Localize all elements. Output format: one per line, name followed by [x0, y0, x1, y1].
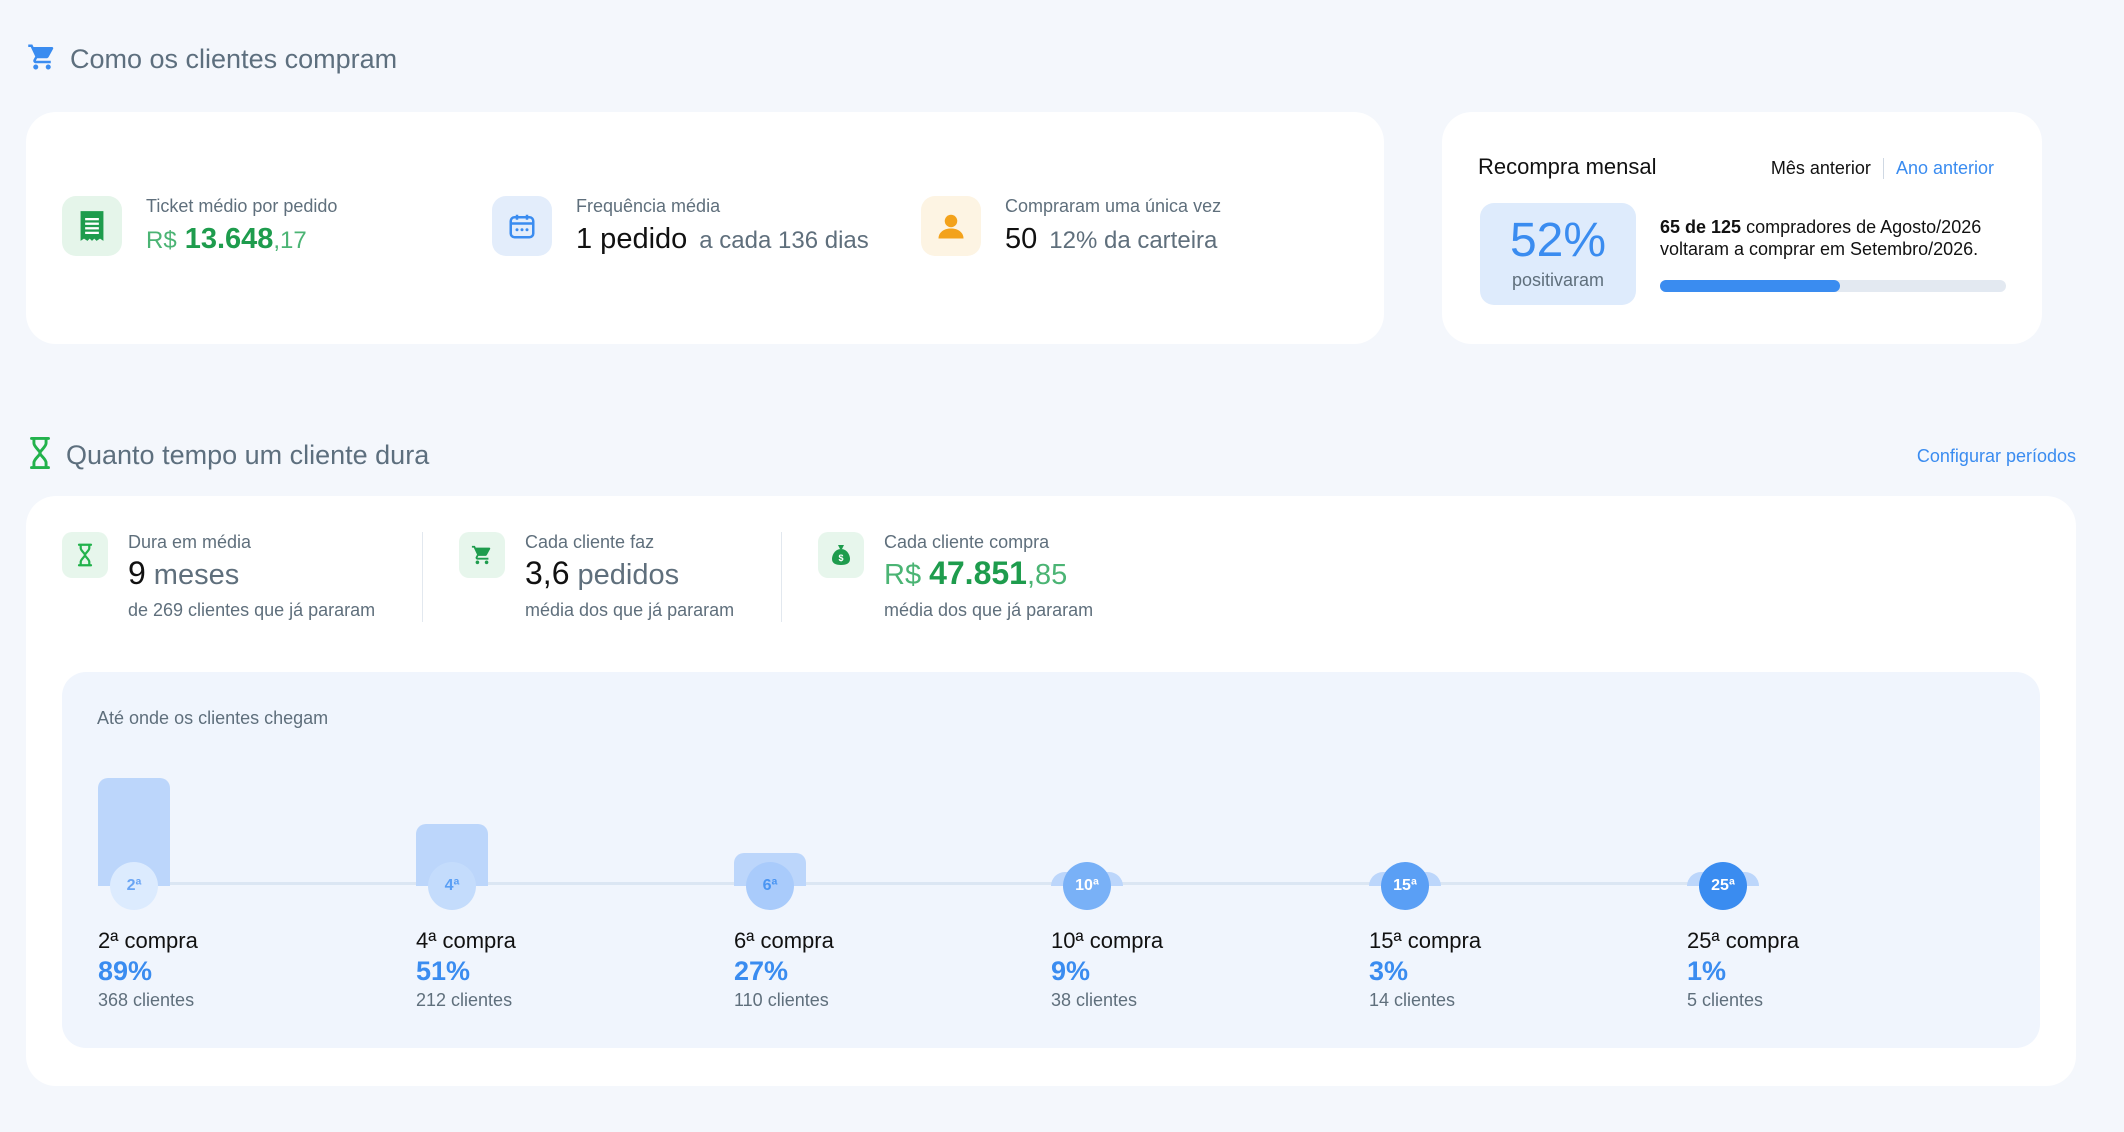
recompra-description: 65 de 125 compradores de Agosto/2026 vol… — [1660, 216, 2000, 260]
funnel-step-name: 4ª compra — [416, 928, 516, 953]
funnel-step: 4ª 4ª compra 51% 212 clientes — [416, 672, 676, 1048]
stat-cents: ,85 — [1026, 559, 1068, 591]
funnel-step-pct: 27% — [734, 956, 789, 986]
stat-value: 9 — [128, 555, 146, 591]
funnel-baseline — [132, 882, 1692, 885]
funnel-step-pct: 3% — [1369, 956, 1409, 986]
receipt-icon — [62, 196, 122, 256]
recompra-count: 65 de 125 — [1660, 217, 1742, 237]
cart-icon — [26, 42, 58, 77]
kpi-suffix: a cada 136 dias — [699, 227, 869, 254]
stat-note: média dos que já pararam — [525, 600, 735, 620]
funnel-step-badge: 2ª — [110, 862, 158, 910]
hourglass-icon — [62, 532, 108, 578]
funnel-step-badge: 25ª — [1699, 862, 1747, 910]
funnel-step: 10ª 10ª compra 9% 38 clientes — [1051, 672, 1311, 1048]
stat-duracao: Dura em média 9 meses de 269 clientes qu… — [62, 532, 375, 621]
recompra-tabs: Mês anterior Ano anterior — [1771, 158, 1994, 179]
funnel-panel: Até onde os clientes chegam 2ª 2ª compra 8… — [62, 672, 2040, 1048]
divider — [422, 532, 423, 622]
calendar-icon — [492, 196, 552, 256]
funnel-step: 2ª 2ª compra 89% 368 clientes — [98, 672, 358, 1048]
currency-symbol: R$ — [146, 227, 177, 254]
configurar-periodos-link[interactable]: Configurar períodos — [1916, 446, 2076, 466]
stat-value: 47.851 — [929, 555, 1027, 591]
funnel-step: 25ª 25ª compra 1% 5 clientes — [1687, 672, 1947, 1048]
stat-note: de 269 clientes que já pararam — [128, 600, 376, 620]
funnel-step-pct: 1% — [1687, 956, 1727, 986]
kpi-ticket-medio: Ticket médio por pedido R$ 13.648 ,17 — [62, 196, 337, 256]
funnel-step-pct: 51% — [416, 956, 471, 986]
funnel-step-count: 38 clientes — [1051, 990, 1138, 1010]
recompra-pct-label: positivaram — [1511, 270, 1605, 290]
stat-label: Dura em média — [128, 532, 252, 552]
currency-symbol: R$ — [884, 559, 922, 591]
funnel-step-name: 2ª compra — [98, 928, 198, 953]
funnel-step-pct: 9% — [1051, 956, 1091, 986]
recompra-progress-fill — [1660, 280, 1840, 292]
funnel-step-badge: 15ª — [1381, 862, 1429, 910]
section-header-duracao: Quanto tempo um cliente dura — [26, 436, 429, 475]
section-title: Quanto tempo um cliente dura — [66, 440, 430, 470]
kpi-value: 1 pedido — [576, 223, 688, 255]
kpi-frequencia: Frequência média 1 pedido a cada 136 dia… — [492, 196, 869, 256]
money-bag-icon: $ — [818, 532, 864, 578]
section-header-compras: Como os clientes compram — [26, 42, 397, 77]
lifetime-card: Dura em média 9 meses de 269 clientes qu… — [26, 496, 2076, 1086]
kpi-label: Ticket médio por pedido — [146, 196, 338, 216]
kpi-label: Compraram uma única vez — [1005, 196, 1222, 216]
funnel-step-count: 212 clientes — [416, 990, 513, 1010]
funnel-step-count: 110 clientes — [734, 990, 829, 1010]
section-title: Como os clientes compram — [70, 44, 398, 74]
recompra-card: Recompra mensal Mês anterior Ano anterio… — [1442, 112, 2042, 344]
funnel-title: Até onde os clientes chegam — [97, 708, 329, 728]
kpi-value: 13.648 — [184, 223, 274, 255]
kpi-suffix: 12% da carteira — [1049, 227, 1218, 254]
stat-label: Cada cliente compra — [884, 532, 1050, 552]
recompra-text: compradores de Agosto/2026 voltaram a co… — [1660, 217, 1982, 259]
funnel-step: 15ª 15ª compra 3% 14 clientes — [1369, 672, 1629, 1048]
stat-pedidos: Cada cliente faz 3,6 pedidos média dos q… — [459, 532, 734, 621]
stat-unit: pedidos — [577, 559, 680, 591]
kpi-cents: ,17 — [273, 227, 307, 254]
funnel-step-name: 15ª compra — [1369, 928, 1482, 953]
svg-text:$: $ — [838, 553, 843, 563]
recompra-pct-box: 52% positivaram — [1480, 203, 1636, 305]
recompra-pct: 52% — [1509, 214, 1607, 267]
recompra-title: Recompra mensal — [1478, 154, 1657, 179]
cart-icon — [459, 532, 505, 578]
person-icon — [921, 196, 981, 256]
funnel-step-name: 6ª compra — [734, 928, 834, 953]
tab-mes-anterior[interactable]: Mês anterior — [1771, 158, 1884, 179]
stat-note: média dos que já pararam — [884, 600, 1094, 620]
kpi-card: Ticket médio por pedido R$ 13.648 ,17 Fr… — [26, 112, 1384, 344]
stat-valor: $ Cada cliente compra R$ 47.851 ,85 médi… — [818, 532, 1093, 621]
kpi-label: Frequência média — [576, 196, 721, 216]
funnel-step-name: 25ª compra — [1687, 928, 1800, 953]
funnel-step-count: 14 clientes — [1369, 990, 1456, 1010]
stat-unit: meses — [153, 559, 240, 591]
funnel-step-count: 368 clientes — [98, 990, 195, 1010]
funnel-step-count: 5 clientes — [1687, 990, 1764, 1010]
recompra-progress-bar — [1660, 280, 2006, 292]
funnel-step-badge: 10ª — [1063, 862, 1111, 910]
funnel-step: 6ª 6ª compra 27% 110 clientes — [734, 672, 994, 1048]
kpi-value: 50 — [1005, 223, 1038, 255]
funnel-step-badge: 6ª — [746, 862, 794, 910]
hourglass-icon — [26, 436, 54, 475]
stat-label: Cada cliente faz — [525, 532, 655, 552]
tab-ano-anterior[interactable]: Ano anterior — [1895, 158, 1994, 178]
stat-value: 3,6 — [525, 555, 570, 591]
funnel-step-badge: 4ª — [428, 862, 476, 910]
divider — [781, 532, 782, 622]
funnel-step-pct: 89% — [98, 956, 153, 986]
funnel-step-name: 10ª compra — [1051, 928, 1164, 953]
kpi-compra-unica: Compraram uma única vez 50 12% da cartei… — [921, 196, 1221, 256]
